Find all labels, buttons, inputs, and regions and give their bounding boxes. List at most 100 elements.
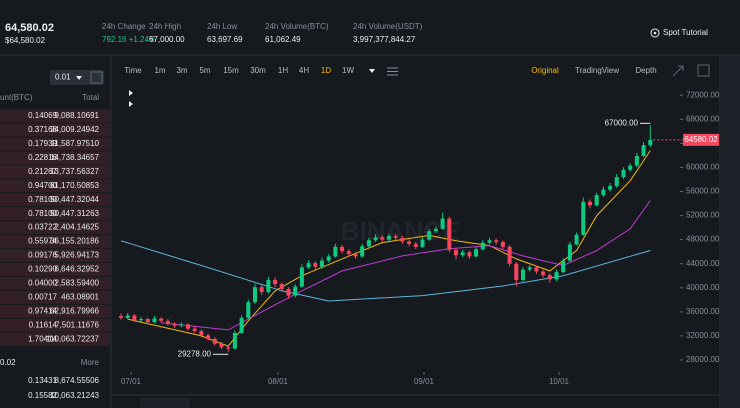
- interval[interactable]: 5m: [199, 66, 210, 75]
- ask-amount: 0.78100: [28, 195, 57, 204]
- interval[interactable]: 1m: [154, 66, 165, 75]
- y-tick-label: 60000.00: [686, 163, 720, 172]
- ask-amount: 0.17939: [28, 139, 57, 148]
- ask-amount: 0.09176: [28, 251, 57, 260]
- price-tag: [683, 133, 719, 146]
- ask-row-bg: [0, 109, 110, 123]
- candle-body: [373, 237, 378, 241]
- ask-amount: 0.11614: [29, 320, 58, 329]
- collapse-arrows[interactable]: [129, 90, 133, 107]
- chart: 72000.0068000.0064000.0060000.0056000.00…: [119, 90, 720, 386]
- stat-value: 3,997,377,844.27: [353, 35, 416, 44]
- ask-total: 50,447.31263: [50, 209, 99, 218]
- candle-body: [460, 252, 465, 256]
- y-tick-label: 32000.00: [686, 331, 720, 340]
- candle-body: [454, 249, 458, 256]
- candle-body: [206, 335, 211, 339]
- view-tab[interactable]: Depth: [635, 66, 656, 75]
- ask-total: 463.08901: [61, 292, 99, 301]
- candle-body: [588, 201, 592, 206]
- view-tab[interactable]: Original: [531, 66, 559, 75]
- interval[interactable]: 1D: [321, 66, 331, 75]
- ask-row-bg: [0, 207, 110, 221]
- indicator-icon[interactable]: [387, 67, 398, 76]
- interval[interactable]: 4H: [299, 66, 309, 75]
- ask-total: 36,155.20186: [50, 237, 99, 246]
- tick-size[interactable]: 0.01: [55, 73, 71, 82]
- ask-total: 110,063.72237: [46, 334, 99, 343]
- candle-body: [400, 237, 405, 242]
- tutorial-icon[interactable]: [650, 28, 660, 38]
- candle-body: [159, 318, 164, 321]
- stat-label: 24h High: [149, 22, 181, 31]
- ask-total: 2,583.59400: [55, 279, 100, 288]
- candle-body: [253, 287, 257, 303]
- candle-body: [219, 343, 224, 348]
- stat-value: 67,000.00: [149, 35, 185, 44]
- candle-body: [119, 316, 123, 318]
- high-label: 67000.00: [605, 118, 639, 127]
- x-tick-label: 08/01: [268, 377, 289, 386]
- candle-body: [326, 256, 331, 261]
- ask-amount: 0.21267: [28, 167, 57, 176]
- candle-body: [246, 302, 251, 318]
- ask-row-bg: [0, 318, 110, 332]
- candle-body: [514, 263, 519, 280]
- x-tick-label: 07/01: [121, 377, 142, 386]
- candle-body: [366, 240, 371, 247]
- candle-body: [581, 201, 586, 235]
- ask-total: 9,088.10691: [55, 111, 100, 120]
- interval[interactable]: 1H: [278, 66, 288, 75]
- candle-body: [541, 271, 546, 276]
- grid-icon[interactable]: [697, 64, 710, 77]
- ask-amount: 0.94700: [28, 181, 57, 190]
- candle-body: [266, 279, 271, 292]
- candle-body: [474, 249, 479, 257]
- candle-body: [212, 338, 217, 344]
- candle-body: [494, 240, 499, 243]
- candle-body: [447, 218, 452, 250]
- bottom-tab: [140, 398, 190, 408]
- stat-label: 24h Volume(BTC): [265, 22, 329, 31]
- candle-body: [165, 320, 170, 324]
- stat-value: 61,062.49: [265, 35, 301, 44]
- candle-body: [226, 347, 231, 349]
- ask-amount: 0.10290: [28, 265, 57, 274]
- y-tick-label: 40000.00: [686, 283, 720, 292]
- more-link[interactable]: More: [81, 358, 100, 367]
- candle-body: [387, 236, 391, 240]
- ask-row-bg: [0, 123, 110, 137]
- candle-body: [554, 272, 559, 280]
- y-tick-label: 36000.00: [686, 307, 720, 316]
- interval[interactable]: 15m: [223, 66, 239, 75]
- bid-amount: 0.13431: [28, 376, 57, 385]
- ask-amount: 0.55974: [28, 237, 57, 246]
- ask-total: 5,926.94173: [55, 251, 100, 260]
- candle-body: [199, 331, 204, 336]
- candle-body: [380, 237, 385, 240]
- candle-body: [139, 319, 144, 321]
- layout-icon[interactable]: [90, 71, 103, 84]
- moving-average: [120, 240, 651, 302]
- interval[interactable]: 3m: [176, 66, 187, 75]
- candle-body: [561, 260, 566, 273]
- column-header: Total: [82, 93, 99, 102]
- ask-row-bg: [0, 151, 110, 165]
- interval-dropdown[interactable]: [369, 69, 375, 73]
- spot-tutorial[interactable]: Spot Tutorial: [663, 28, 708, 37]
- interval[interactable]: Time: [124, 66, 142, 75]
- fullscreen-icon[interactable]: [672, 65, 684, 77]
- interval[interactable]: 30m: [250, 66, 266, 75]
- watermark: BINANCE: [341, 216, 459, 246]
- y-tick-label: 68000.00: [686, 114, 720, 123]
- last-price: 64,580.02: [5, 22, 54, 34]
- candle-body: [306, 263, 311, 268]
- last-price-usd: $64,580.02: [5, 36, 46, 45]
- depth-step[interactable]: 0.02: [0, 358, 16, 367]
- candle-body: [641, 145, 646, 156]
- interval[interactable]: 1W: [342, 66, 354, 75]
- ask-total: 62,916.79966: [50, 306, 99, 315]
- view-tab[interactable]: TradingView: [575, 66, 619, 75]
